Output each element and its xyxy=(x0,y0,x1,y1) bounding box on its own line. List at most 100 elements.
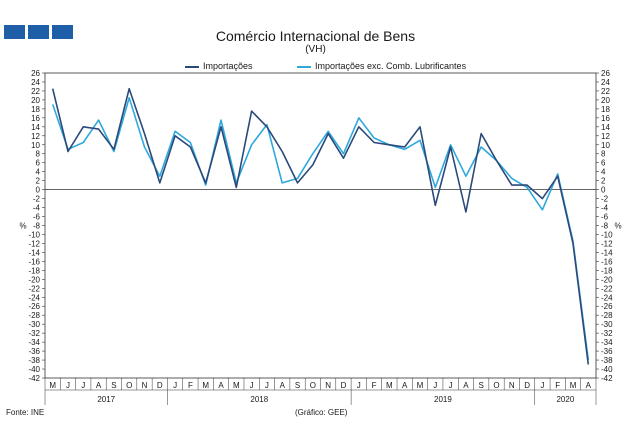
y-tick-label-right: -36 xyxy=(601,347,613,356)
y-tick-label-left: -22 xyxy=(28,284,40,293)
legend-swatch-series2 xyxy=(297,66,311,68)
x-tick-label: N xyxy=(509,381,515,390)
series-line-2 xyxy=(51,96,590,361)
chart-subtitle: (VH) xyxy=(305,44,326,55)
y-tick-label-right: -8 xyxy=(601,222,609,231)
y-tick-label-left: -40 xyxy=(28,365,40,374)
x-tick-label: M xyxy=(49,381,56,390)
y-tick-label-left: -20 xyxy=(28,275,40,284)
y-tick-label-right: -14 xyxy=(601,248,613,257)
x-tick-label: M xyxy=(417,381,424,390)
x-tick-label: A xyxy=(402,381,408,390)
y-tick-label-left: 24 xyxy=(31,78,40,87)
x-tick-label: A xyxy=(96,381,102,390)
y-tick-label-right: 18 xyxy=(601,105,610,114)
y-tick-label-left: -10 xyxy=(28,230,40,239)
y-tick-label-right: 16 xyxy=(601,114,610,123)
y-tick-label-right: -28 xyxy=(601,311,613,320)
plot-frame xyxy=(44,72,597,379)
y-tick-label-right: 22 xyxy=(601,87,610,96)
y-tick-label-right: -12 xyxy=(601,239,613,248)
y-tick-label-left: -42 xyxy=(28,374,40,383)
x-tick-label: O xyxy=(126,381,132,390)
y-tick-label-right: -4 xyxy=(601,204,609,213)
y-tick-label-left: 14 xyxy=(31,123,40,132)
x-tick-label: J xyxy=(449,381,453,390)
y-tick-label-right: -22 xyxy=(601,284,613,293)
year-label: 2017 xyxy=(97,395,115,404)
y-tick-label-right: -32 xyxy=(601,329,613,338)
x-tick-label: D xyxy=(524,381,530,390)
x-tick-label: J xyxy=(66,381,70,390)
x-tick-label: J xyxy=(173,381,177,390)
y-tick-label-left: 2 xyxy=(36,177,41,186)
y-tick-label-right: -38 xyxy=(601,356,613,365)
x-tick-label: F xyxy=(188,381,193,390)
x-tick-label: S xyxy=(111,381,116,390)
y-axis-label-left: % xyxy=(19,222,26,231)
y-tick-label-right: 24 xyxy=(601,78,610,87)
x-tick-label: A xyxy=(218,381,224,390)
y-tick-label-left: -30 xyxy=(28,320,40,329)
x-tick-label: A xyxy=(586,381,592,390)
y-tick-label-right: -18 xyxy=(601,266,613,275)
x-tick-label: J xyxy=(433,381,437,390)
x-tick-label: M xyxy=(386,381,393,390)
y-tick-label-right: -40 xyxy=(601,365,613,374)
y-tick-label-right: 6 xyxy=(601,159,606,168)
y-tick-label-left: 12 xyxy=(31,132,40,141)
legend-label-series2: Importações exc. Comb. Lubrificantes xyxy=(315,61,467,71)
y-tick-label-left: -32 xyxy=(28,329,40,338)
x-tick-label: J xyxy=(357,381,361,390)
y-tick-label-right: 12 xyxy=(601,132,610,141)
year-label: 2018 xyxy=(250,395,268,404)
y-tick-label-right: 20 xyxy=(601,96,610,105)
y-tick-label-left: 26 xyxy=(31,69,40,78)
x-tick-label: O xyxy=(310,381,316,390)
x-tick-label: N xyxy=(325,381,331,390)
y-tick-label-right: 14 xyxy=(601,123,610,132)
y-tick-label-right: 8 xyxy=(601,150,606,159)
y-tick-label-left: -2 xyxy=(33,195,41,204)
x-tick-label: D xyxy=(341,381,347,390)
y-tick-label-right: -2 xyxy=(601,195,609,204)
x-tick-label: M xyxy=(233,381,240,390)
y-tick-label-right: -6 xyxy=(601,213,609,222)
x-tick-label: M xyxy=(202,381,209,390)
y-tick-label-left: 0 xyxy=(36,186,41,195)
y-tick-label-right: 0 xyxy=(601,186,606,195)
y-tick-label-left: -12 xyxy=(28,239,40,248)
x-tick-label: F xyxy=(555,381,560,390)
series-line-1 xyxy=(51,87,590,365)
y-tick-label-left: -16 xyxy=(28,257,40,266)
legend-label-series1: Importações xyxy=(203,61,253,71)
y-tick-label-left: -14 xyxy=(28,248,40,257)
y-tick-label-right: -10 xyxy=(601,230,613,239)
y-tick-label-left: 22 xyxy=(31,87,40,96)
y-axis-label-right: % xyxy=(614,222,621,231)
y-tick-label-left: -8 xyxy=(33,222,41,231)
x-tick-label: O xyxy=(493,381,499,390)
x-tick-label: F xyxy=(372,381,377,390)
y-tick-label-left: -28 xyxy=(28,311,40,320)
credit-note: (Gráfico: GEE) xyxy=(295,408,348,417)
y-tick-label-left: 10 xyxy=(31,141,40,150)
y-tick-label-left: 4 xyxy=(36,168,41,177)
x-tick-label: S xyxy=(479,381,484,390)
y-tick-label-left: -4 xyxy=(33,204,41,213)
x-tick-label: A xyxy=(280,381,286,390)
x-tick-label: J xyxy=(265,381,269,390)
y-tick-label-left: 6 xyxy=(36,159,41,168)
x-tick-label: A xyxy=(463,381,469,390)
y-tick-label-left: -26 xyxy=(28,302,40,311)
y-tick-label-left: -34 xyxy=(28,338,40,347)
year-label: 2019 xyxy=(434,395,452,404)
y-tick-label-right: -20 xyxy=(601,275,613,284)
y-tick-label-right: -30 xyxy=(601,320,613,329)
y-tick-label-right: -26 xyxy=(601,302,613,311)
source-note: Fonte: INE xyxy=(6,408,45,417)
y-tick-label-left: 8 xyxy=(36,150,41,159)
y-tick-label-right: 10 xyxy=(601,141,610,150)
y-tick-label-left: 16 xyxy=(31,114,40,123)
